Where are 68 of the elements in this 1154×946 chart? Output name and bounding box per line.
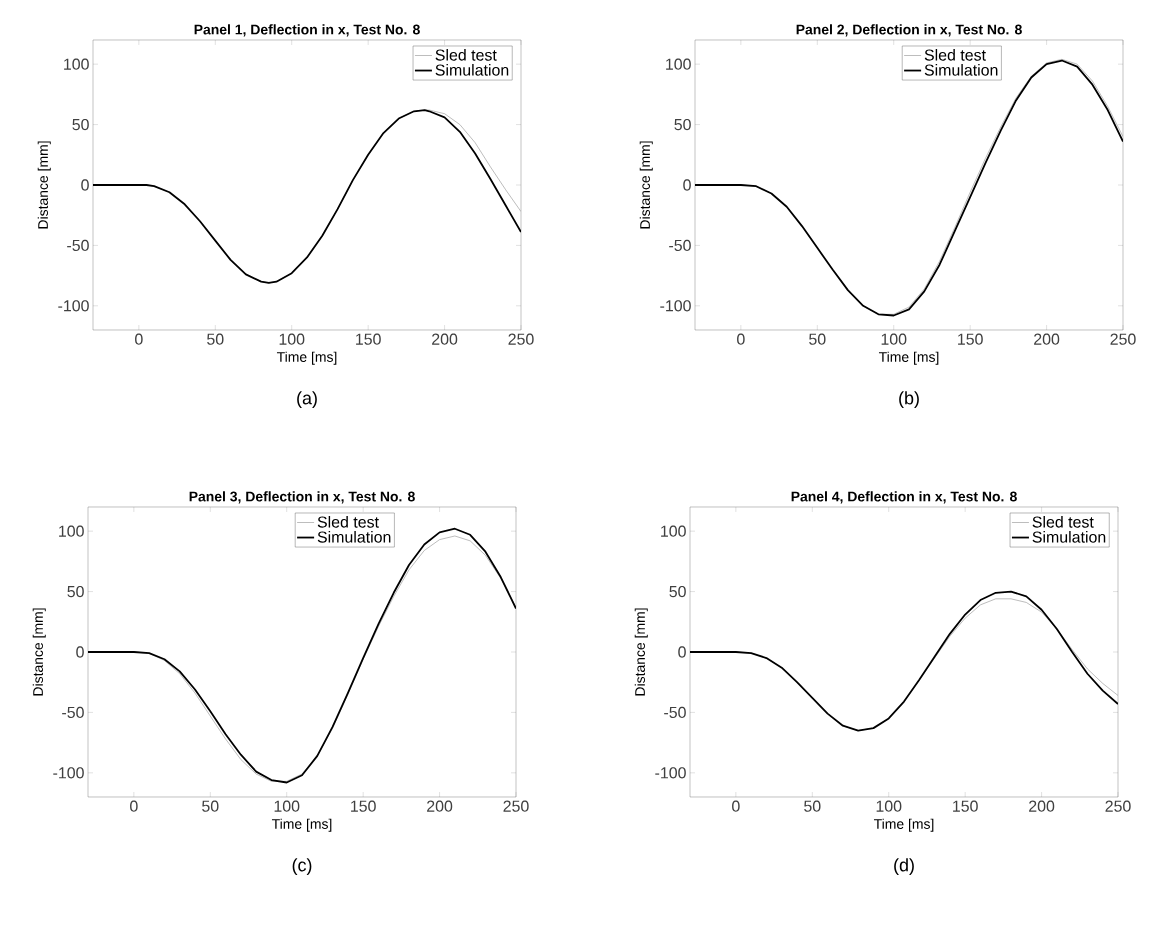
x-tick-label: 250 <box>503 800 529 812</box>
x-tick-label: 100 <box>279 333 305 345</box>
text: (b) <box>899 391 919 408</box>
x-tick-label: 100 <box>881 333 907 345</box>
y-axis-title: Distance [mm] <box>639 141 653 229</box>
x-tick-label: 0 <box>732 800 740 812</box>
y-tick-label: -100 <box>655 767 686 779</box>
text: (d) <box>894 858 914 875</box>
x-tick-label: 200 <box>432 333 458 345</box>
y-tick-label: -50 <box>67 239 89 252</box>
x-tick-label: 100 <box>274 800 300 812</box>
legend-label: Simulation <box>924 64 998 76</box>
y-tick-label: -100 <box>660 300 691 312</box>
y-tick-label: -50 <box>62 706 84 719</box>
chart-title: Panel 1, Deflection in x, Test No. 8 <box>194 24 420 37</box>
chart-title: Panel 2, Deflection in x, Test No. 8 <box>796 24 1022 37</box>
y-tick-label: 100 <box>666 58 691 70</box>
legend-label: Simulation <box>317 531 391 543</box>
x-axis-title: Time [ms] <box>271 818 332 832</box>
x-tick-label: 150 <box>351 800 376 812</box>
chart-title: Panel 3, Deflection in x, Test No. 8 <box>189 491 415 504</box>
legend-label: Sled test <box>435 48 497 61</box>
y-tick-label: 50 <box>72 118 89 131</box>
y-tick-label: -50 <box>669 239 691 252</box>
x-tick-label: 150 <box>953 800 978 812</box>
x-tick-label: 50 <box>804 800 821 812</box>
y-axis-title: Distance [mm] <box>37 141 51 229</box>
x-tick-label: 0 <box>130 800 138 812</box>
x-axis-title: Time [ms] <box>878 351 939 365</box>
y-tick-label: 50 <box>674 118 691 131</box>
x-tick-label: 150 <box>356 333 381 345</box>
text: (a) <box>297 391 317 408</box>
x-tick-label: 150 <box>958 333 983 345</box>
y-tick-label: 50 <box>67 585 84 598</box>
x-tick-label: 250 <box>508 333 534 345</box>
y-tick-label: 0 <box>678 646 686 658</box>
x-tick-label: 200 <box>1029 800 1055 812</box>
legend-label: Sled test <box>1032 515 1094 528</box>
y-tick-label: -100 <box>53 767 84 779</box>
x-tick-label: 50 <box>202 800 219 812</box>
y-tick-label: 100 <box>661 525 686 537</box>
x-tick-label: 0 <box>135 333 143 345</box>
x-tick-label: 200 <box>427 800 453 812</box>
y-axis-title: Distance [mm] <box>32 608 46 696</box>
x-tick-label: 250 <box>1110 333 1136 345</box>
x-tick-label: 250 <box>1105 800 1131 812</box>
legend-label: Sled test <box>317 515 379 528</box>
x-axis-title: Time [ms] <box>873 818 934 832</box>
y-tick-label: 100 <box>64 58 89 70</box>
x-axis-title: Time [ms] <box>276 351 337 365</box>
y-tick-label: 50 <box>669 585 686 598</box>
chart-title: Panel 4, Deflection in x, Test No. 8 <box>791 491 1017 504</box>
x-tick-label: 50 <box>809 333 826 345</box>
x-tick-label: 200 <box>1034 333 1060 345</box>
y-tick-label: 0 <box>76 646 84 658</box>
y-tick-label: 0 <box>683 179 691 191</box>
legend-label: Sled test <box>924 48 986 61</box>
y-tick-label: -100 <box>58 300 89 312</box>
text: (c) <box>292 858 312 875</box>
x-tick-label: 0 <box>737 333 745 345</box>
x-tick-label: 100 <box>876 800 902 812</box>
y-tick-label: -50 <box>664 706 686 719</box>
legend-label: Simulation <box>1032 531 1106 543</box>
y-axis-title: Distance [mm] <box>634 608 648 696</box>
legend-label: Simulation <box>435 64 509 76</box>
y-tick-label: 100 <box>59 525 84 537</box>
y-tick-label: 0 <box>81 179 89 191</box>
x-tick-label: 50 <box>207 333 224 345</box>
